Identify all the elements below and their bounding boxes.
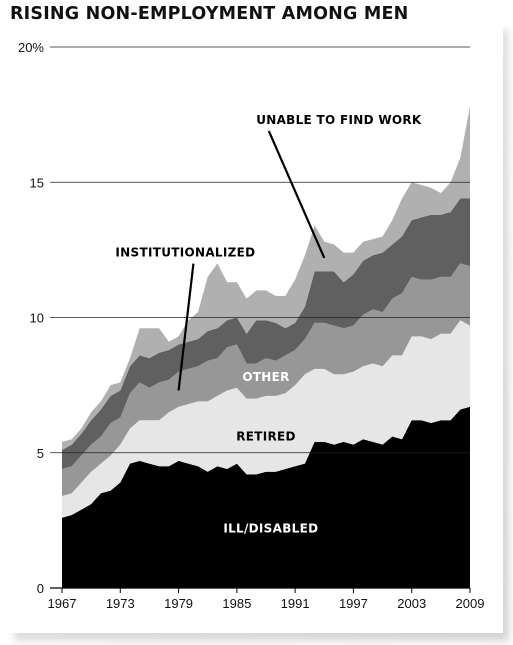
y-tick-label: 5 bbox=[37, 446, 44, 461]
label-unable-to-find-work: UNABLE TO FIND WORK bbox=[256, 113, 422, 127]
x-tick-label: 1991 bbox=[281, 596, 310, 611]
y-tick-label: 20% bbox=[18, 40, 44, 55]
y-tick-label: 0 bbox=[37, 581, 44, 596]
y-tick-label: 15 bbox=[30, 175, 44, 190]
label-institutionalized: INSTITUTIONALIZED bbox=[115, 246, 255, 260]
x-tick-label: 1967 bbox=[48, 596, 77, 611]
leader-line-institutionalized bbox=[177, 263, 195, 391]
x-tick-label: 1997 bbox=[339, 596, 368, 611]
gridlines bbox=[50, 46, 470, 454]
x-tick-label: 1973 bbox=[106, 596, 135, 611]
y-axis-ticks: 0 5 10 15 20% bbox=[18, 40, 44, 596]
area-layers bbox=[62, 106, 470, 588]
label-retired: RETIRED bbox=[236, 430, 296, 444]
label-other: OTHER bbox=[242, 370, 289, 384]
area-other bbox=[62, 263, 470, 496]
x-axis: 1967 1973 1979 1985 1991 1997 2003 2009 bbox=[48, 587, 485, 611]
area-institutionalized bbox=[62, 198, 470, 469]
x-tick-label: 2003 bbox=[397, 596, 426, 611]
y-tick-label: 10 bbox=[30, 311, 44, 326]
leader-line-unable-to-find-work bbox=[267, 130, 326, 259]
annotations: UNABLE TO FIND WORK INSTITUTIONALIZED OTHE… bbox=[115, 113, 421, 535]
label-ill-disabled: ILL/DISABLED bbox=[223, 521, 318, 535]
chart-title: RISING NON-EMPLOYMENT AMONG MEN bbox=[10, 4, 409, 24]
x-tick-label: 1979 bbox=[164, 596, 193, 611]
x-tick-label: 2009 bbox=[456, 596, 485, 611]
area-ill-disabled bbox=[62, 406, 470, 588]
area-retired bbox=[62, 320, 470, 518]
x-tick-label: 1985 bbox=[222, 596, 251, 611]
